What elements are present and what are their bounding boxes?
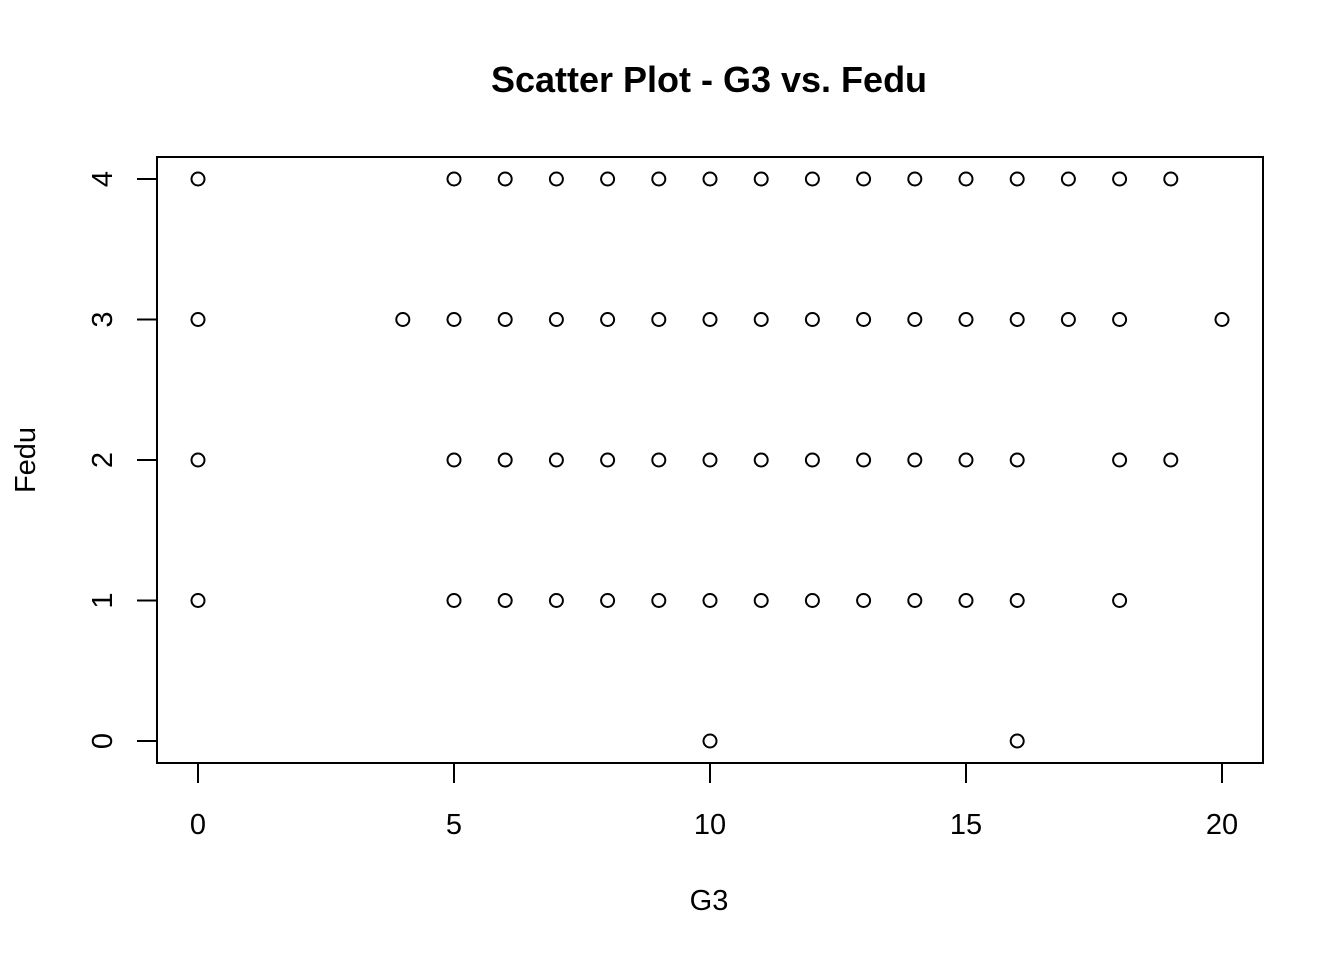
- data-point: [958, 171, 974, 187]
- data-point: [1163, 171, 1179, 187]
- data-point: [856, 171, 872, 187]
- data-point: [702, 452, 718, 468]
- data-point: [1009, 452, 1025, 468]
- data-point: [1009, 312, 1025, 327]
- data-point: [395, 312, 411, 327]
- data-point: [1009, 733, 1025, 749]
- data-point: [907, 171, 923, 187]
- data-point: [804, 171, 820, 187]
- x-tick-label: 0: [190, 809, 206, 841]
- y-axis-label: Fedu: [10, 427, 42, 493]
- data-point: [856, 452, 872, 468]
- data-point: [1112, 312, 1128, 327]
- data-point: [651, 593, 667, 608]
- data-point: [856, 593, 872, 608]
- data-point: [600, 452, 616, 468]
- data-point: [702, 312, 718, 327]
- data-point: [651, 171, 667, 187]
- data-point: [753, 171, 769, 187]
- data-point: [1214, 312, 1230, 327]
- data-point: [651, 312, 667, 327]
- data-point: [753, 593, 769, 608]
- data-point: [907, 452, 923, 468]
- data-point: [753, 312, 769, 327]
- data-point: [958, 452, 974, 468]
- data-point: [958, 312, 974, 327]
- data-point: [1060, 312, 1076, 327]
- x-tick-label: 10: [694, 809, 726, 841]
- data-point: [907, 312, 923, 327]
- data-point: [190, 452, 206, 468]
- x-tick-label: 15: [950, 809, 982, 841]
- data-point: [753, 452, 769, 468]
- y-tick-label: 3: [87, 311, 119, 327]
- data-point: [446, 171, 462, 187]
- data-point: [1112, 171, 1128, 187]
- data-point: [548, 593, 564, 608]
- data-point: [190, 593, 206, 608]
- data-point: [190, 171, 206, 187]
- data-point: [804, 593, 820, 608]
- y-tick-label: 4: [87, 171, 119, 187]
- data-point: [804, 452, 820, 468]
- data-point: [1009, 593, 1025, 608]
- data-point: [907, 593, 923, 608]
- data-point: [1112, 452, 1128, 468]
- data-point: [651, 452, 667, 468]
- data-point: [1112, 593, 1128, 608]
- data-point: [958, 593, 974, 608]
- data-point: [702, 733, 718, 749]
- data-point: [856, 312, 872, 327]
- data-point: [190, 312, 206, 327]
- data-point: [702, 171, 718, 187]
- x-tick-label: 20: [1206, 809, 1238, 841]
- y-tick-label: 1: [87, 592, 119, 608]
- data-point: [600, 171, 616, 187]
- data-point: [804, 312, 820, 327]
- y-axis: 0 1 2 3 4: [87, 171, 158, 749]
- y-tick-label: 2: [87, 452, 119, 468]
- data-point: [1060, 171, 1076, 187]
- data-point: [446, 452, 462, 468]
- x-axis-label: G3: [690, 885, 729, 917]
- x-axis: 0 5 10 15 20: [190, 762, 1238, 841]
- data-point: [548, 312, 564, 327]
- data-points: [190, 171, 1230, 749]
- data-point: [600, 312, 616, 327]
- data-point: [497, 171, 513, 187]
- y-tick-label: 0: [87, 733, 119, 749]
- data-point: [600, 593, 616, 608]
- data-point: [1009, 171, 1025, 187]
- data-point: [497, 593, 513, 608]
- data-point: [702, 593, 718, 608]
- data-point: [548, 171, 564, 187]
- chart-title: Scatter Plot - G3 vs. Fedu: [491, 59, 927, 100]
- data-point: [548, 452, 564, 468]
- data-point: [497, 312, 513, 327]
- x-tick-label: 5: [446, 809, 462, 841]
- data-point: [446, 593, 462, 608]
- data-point: [1163, 452, 1179, 468]
- plot-frame: [156, 156, 1264, 764]
- data-point: [497, 452, 513, 468]
- data-point: [446, 312, 462, 327]
